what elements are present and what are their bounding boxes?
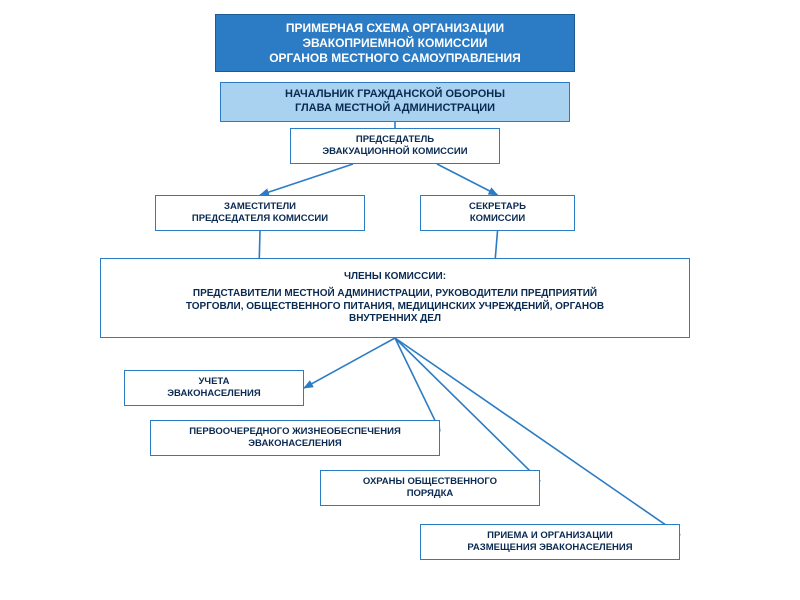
edge-5 [304, 338, 395, 388]
node-deputies: ЗАМЕСТИТЕЛИПРЕДСЕДАТЕЛЯ КОМИССИИ [155, 195, 365, 231]
node-enum3-line-1: ПОРЯДКА [407, 488, 454, 500]
node-title: ПРИМЕРНАЯ СХЕМА ОРГАНИЗАЦИИЭВАКОПРИЕМНОЙ… [215, 14, 575, 72]
node-enum1-line-0: УЧЕТА [199, 376, 230, 388]
node-enum1-line-1: ЭВАКОНАСЕЛЕНИЯ [167, 388, 260, 400]
node-members-line-3: ТОРГОВЛИ, ОБЩЕСТВЕННОГО ПИТАНИЯ, МЕДИЦИН… [186, 301, 604, 314]
node-enum2: ПЕРВООЧЕРЕДНОГО ЖИЗНЕОБЕСПЕЧЕНИЯЭВАКОНАС… [150, 420, 440, 456]
node-enum2-line-0: ПЕРВООЧЕРЕДНОГО ЖИЗНЕОБЕСПЕЧЕНИЯ [189, 426, 401, 438]
edge-1 [260, 164, 353, 195]
node-title-line-1: ЭВАКОПРИЕМНОЙ КОМИССИИ [302, 36, 487, 51]
node-chair: ПРЕДСЕДАТЕЛЬЭВАКУАЦИОННОЙ КОМИССИИ [290, 128, 500, 164]
node-enum4-line-0: ПРИЕМА И ОРГАНИЗАЦИИ [487, 530, 613, 542]
node-title-line-2: ОРГАНОВ МЕСТНОГО САМОУПРАВЛЕНИЯ [269, 51, 521, 66]
node-chair-line-0: ПРЕДСЕДАТЕЛЬ [356, 134, 434, 146]
node-deputies-line-0: ЗАМЕСТИТЕЛИ [224, 201, 296, 213]
node-members: ЧЛЕНЫ КОМИССИИ: ПРЕДСТАВИТЕЛИ МЕСТНОЙ АД… [100, 258, 690, 338]
node-secretary-line-0: СЕКРЕТАРЬ [469, 201, 526, 213]
edge-6 [395, 338, 440, 431]
node-enum4-line-1: РАЗМЕЩЕНИЯ ЭВАКОНАСЕЛЕНИЯ [467, 542, 632, 554]
node-title-line-0: ПРИМЕРНАЯ СХЕМА ОРГАНИЗАЦИИ [286, 21, 504, 36]
node-members-line-2: ПРЕДСТАВИТЕЛИ МЕСТНОЙ АДМИНИСТРАЦИИ, РУК… [193, 288, 597, 301]
edge-4 [495, 231, 497, 258]
node-enum2-line-1: ЭВАКОНАСЕЛЕНИЯ [248, 438, 341, 450]
node-enum4: ПРИЕМА И ОРГАНИЗАЦИИРАЗМЕЩЕНИЯ ЭВАКОНАСЕ… [420, 524, 680, 560]
node-members-line-4: ВНУТРЕННИХ ДЕЛ [349, 313, 441, 326]
node-secretary-line-1: КОМИССИИ [470, 213, 525, 225]
node-chair-line-1: ЭВАКУАЦИОННОЙ КОМИССИИ [322, 146, 467, 158]
edge-3 [259, 231, 260, 258]
node-enum1: УЧЕТАЭВАКОНАСЕЛЕНИЯ [124, 370, 304, 406]
node-head-line-0: НАЧАЛЬНИК ГРАЖДАНСКОЙ ОБОРОНЫ [285, 88, 505, 102]
node-enum3-line-0: ОХРАНЫ ОБЩЕСТВЕННОГО [363, 476, 497, 488]
node-deputies-line-1: ПРЕДСЕДАТЕЛЯ КОМИССИИ [192, 213, 328, 225]
edge-7 [395, 338, 540, 481]
node-secretary: СЕКРЕТАРЬКОМИССИИ [420, 195, 575, 231]
node-members-line-0: ЧЛЕНЫ КОМИССИИ: [344, 271, 446, 284]
node-head: НАЧАЛЬНИК ГРАЖДАНСКОЙ ОБОРОНЫГЛАВА МЕСТН… [220, 82, 570, 122]
edge-2 [437, 164, 498, 195]
node-head-line-1: ГЛАВА МЕСТНОЙ АДМИНИСТРАЦИИ [295, 102, 495, 116]
node-enum3: ОХРАНЫ ОБЩЕСТВЕННОГОПОРЯДКА [320, 470, 540, 506]
